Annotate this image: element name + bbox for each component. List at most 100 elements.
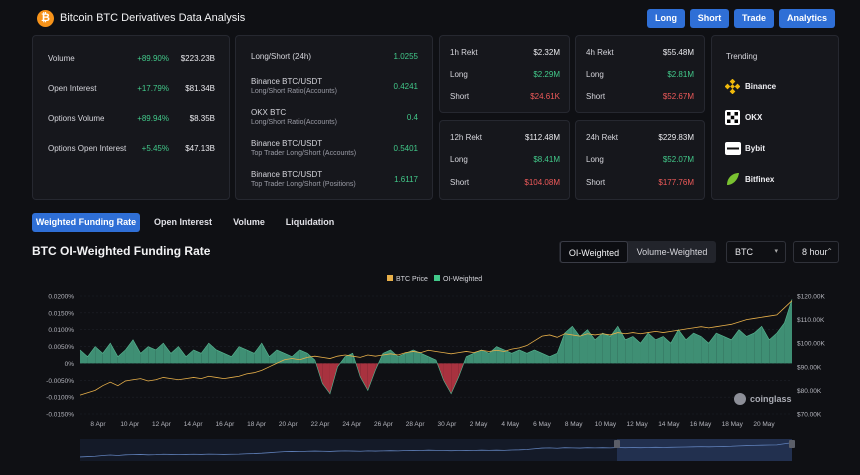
x-tick-label: 10 May bbox=[595, 421, 617, 428]
short-button[interactable]: Short bbox=[690, 9, 729, 28]
ls-value: 0.4241 bbox=[393, 82, 418, 91]
funding-area-segment bbox=[284, 353, 293, 364]
funding-area-segment bbox=[738, 329, 747, 364]
funding-area-segment bbox=[186, 349, 194, 364]
rekt-period: 12h Rekt bbox=[450, 133, 483, 142]
funding-area-segment bbox=[557, 333, 565, 364]
funding-area-segment bbox=[564, 326, 573, 364]
funding-area-segment bbox=[685, 333, 694, 364]
x-tick-label: 20 Apr bbox=[279, 421, 299, 428]
x-tick-label: 14 May bbox=[658, 421, 680, 428]
funding-rate-chart[interactable]: BTC Price OI-Weighted 0.0200% 0.0150% 0.01… bbox=[0, 268, 860, 475]
tab-volume[interactable]: Volume bbox=[233, 217, 265, 227]
funding-area-segment bbox=[443, 363, 452, 394]
rekt-long: $52.07M bbox=[662, 155, 694, 164]
funding-area-segment bbox=[413, 349, 421, 364]
y-left-tick-label: 0.0050% bbox=[48, 344, 74, 351]
range-navigator[interactable] bbox=[79, 439, 795, 461]
overview-label: Volume bbox=[48, 54, 75, 63]
y-left-tick-label: -0.0050% bbox=[46, 378, 74, 385]
ls-value: 0.4 bbox=[406, 113, 418, 122]
funding-area-segment bbox=[466, 353, 474, 364]
coinglass-logo-icon bbox=[734, 393, 746, 405]
legend-oi-weighted: OI-Weighted bbox=[443, 276, 482, 283]
bitcoin-logo-icon: ₿ bbox=[37, 10, 54, 27]
funding-area-segment bbox=[526, 349, 535, 364]
trending-item-bybit[interactable]: Bybit bbox=[725, 141, 835, 157]
x-tick-label: 18 May bbox=[722, 421, 744, 428]
funding-area-segment bbox=[110, 343, 118, 364]
overview-label: Options Open Interest bbox=[48, 144, 127, 153]
interval-select[interactable]: 8 hour ⌃ bbox=[793, 241, 839, 263]
y-axis-right: $120.00K $110.00K $100.00K $90.00K $80.00K $7… bbox=[797, 294, 825, 419]
segment-volume-weighted[interactable]: Volume-Weighted bbox=[636, 247, 708, 257]
overview-change: +5.45% bbox=[141, 144, 169, 153]
overview-value: $47.13B bbox=[185, 144, 215, 153]
y-left-tick-label: 0.0100% bbox=[48, 327, 74, 334]
funding-area-segment bbox=[95, 346, 103, 364]
ls-sublabel: Long/Short Ratio(Accounts) bbox=[251, 88, 337, 95]
interval-select-value: 8 hour bbox=[802, 247, 828, 257]
trending-item-bitfinex[interactable]: Bitfinex bbox=[725, 172, 835, 188]
trending-card: Trending Binance OKX Bybit Bitfinex bbox=[711, 35, 839, 200]
funding-area-segment bbox=[193, 349, 202, 364]
okx-icon bbox=[725, 110, 740, 125]
navigator-handle-left bbox=[614, 440, 620, 448]
funding-area-segment bbox=[549, 353, 558, 364]
tab-open-interest[interactable]: Open Interest bbox=[153, 217, 212, 227]
legend-btc-price: BTC Price bbox=[396, 276, 428, 283]
y-left-tick-label: -0.0150% bbox=[46, 412, 74, 419]
funding-area-segment bbox=[322, 363, 330, 394]
trending-item-okx[interactable]: OKX bbox=[725, 110, 835, 126]
segment-oi-weighted[interactable]: OI-Weighted bbox=[560, 241, 628, 263]
watermark-text: coinglass bbox=[750, 394, 792, 404]
analytics-button[interactable]: Analytics bbox=[779, 9, 835, 28]
funding-area-segment bbox=[201, 343, 209, 364]
overview-change: +17.79% bbox=[137, 84, 169, 93]
funding-area-segment bbox=[451, 363, 459, 394]
overview-label: Open Interest bbox=[48, 84, 97, 93]
overview-change: +89.94% bbox=[137, 114, 169, 123]
funding-area-segment bbox=[489, 346, 497, 364]
ls-value: 1.0255 bbox=[393, 52, 418, 61]
page-title: Bitcoin BTC Derivatives Data Analysis bbox=[60, 12, 246, 24]
long-button[interactable]: Long bbox=[647, 9, 685, 28]
tab-weighted-funding-rate[interactable]: Weighted Funding Rate bbox=[32, 213, 140, 232]
funding-area-segment bbox=[390, 349, 399, 364]
rekt-total: $2.32M bbox=[533, 48, 560, 57]
funding-area-segment bbox=[398, 353, 406, 364]
funding-area-segment bbox=[133, 339, 141, 364]
y-right-tick-label: $120.00K bbox=[797, 294, 825, 301]
funding-area-segment bbox=[223, 353, 232, 364]
trade-button[interactable]: Trade bbox=[734, 9, 774, 28]
ls-label: Binance BTC/USDT bbox=[251, 170, 323, 179]
tab-liquidation[interactable]: Liquidation bbox=[285, 217, 335, 227]
funding-area-segment bbox=[670, 329, 679, 364]
rekt-short: $52.67M bbox=[662, 92, 694, 101]
chart-grid bbox=[80, 295, 792, 415]
rekt-card-1h: 1h Rekt $2.32M Long $2.29M Short $24.61K bbox=[439, 35, 570, 113]
ls-value: 1.6117 bbox=[394, 175, 418, 184]
y-left-tick-label: 0.0200% bbox=[48, 294, 74, 301]
legend-swatch-oi-weighted bbox=[434, 275, 440, 281]
funding-area-segment bbox=[102, 343, 111, 364]
trending-item-binance[interactable]: Binance bbox=[725, 79, 835, 95]
funding-area-segment bbox=[587, 329, 596, 364]
funding-area-segment bbox=[405, 349, 414, 364]
x-tick-label: 30 Apr bbox=[437, 421, 457, 428]
x-tick-label: 20 May bbox=[753, 421, 775, 428]
funding-area-segment bbox=[428, 356, 436, 364]
overview-value: $223.23B bbox=[180, 54, 215, 63]
symbol-select-value: BTC bbox=[735, 247, 753, 257]
rekt-short: $104.08M bbox=[524, 178, 560, 187]
rekt-short-label: Short bbox=[450, 178, 470, 187]
funding-area-segment bbox=[678, 329, 686, 364]
rekt-total: $229.83M bbox=[658, 133, 694, 142]
symbol-select[interactable]: BTC ▾ bbox=[726, 241, 786, 263]
funding-area-segment bbox=[655, 336, 664, 364]
funding-area-segment bbox=[87, 346, 96, 364]
funding-area-segment bbox=[632, 336, 641, 364]
trending-name: OKX bbox=[745, 113, 763, 122]
x-tick-label: 22 Apr bbox=[311, 421, 331, 428]
x-tick-label: 18 Apr bbox=[247, 421, 267, 428]
